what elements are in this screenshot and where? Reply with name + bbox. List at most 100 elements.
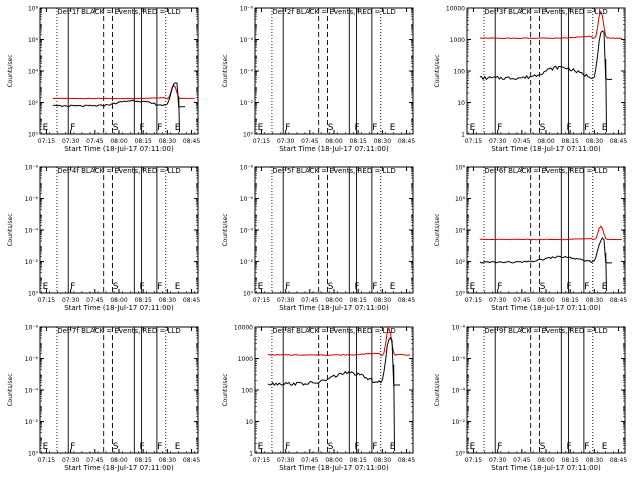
plot-frame [39, 7, 199, 135]
events-dropoff-line [605, 58, 607, 133]
x-tick-label: 07:30 [277, 457, 294, 464]
flag-letter: S [328, 282, 334, 292]
y-tick-label: 1 [249, 451, 253, 458]
y-tick-label: 10⁻² [25, 419, 39, 426]
y-tick-label: 10 [245, 419, 253, 426]
events-series-line [479, 30, 613, 81]
y-tick-label: 10⁸ [455, 165, 466, 172]
flag-letter: E [470, 442, 476, 452]
y-axis-label: Counts/sec [434, 213, 441, 246]
events-series-line [267, 336, 401, 387]
y-tick-label: 10⁶ [455, 196, 466, 203]
x-tick-label: 08:15 [562, 138, 579, 145]
x-tick-label: 07:30 [62, 138, 79, 145]
plot-frame [466, 326, 626, 454]
flag-letter: F [497, 442, 502, 452]
x-tick-label: 07:45 [513, 297, 530, 304]
x-tick-label: 08:00 [537, 138, 554, 145]
x-tick-label: 07:15 [465, 297, 482, 304]
x-tick-label: 07:45 [301, 457, 318, 464]
y-tick-label: 10⁻⁸ [240, 165, 254, 172]
x-tick-label: 07:15 [465, 457, 482, 464]
x-axis-label: Start Time (18-Jul-17 07:11:00) [491, 304, 601, 312]
y-axis-label: Counts/sec [7, 373, 14, 406]
y-tick-label: 10 [457, 100, 465, 107]
y-tick-label: 10⁻⁸ [240, 6, 254, 13]
x-tick-label: 08:30 [159, 457, 176, 464]
y-tick-label: 1 [461, 132, 465, 139]
flag-letter: F [355, 282, 360, 292]
flag-letter: E [390, 282, 396, 292]
flag-letter: E [258, 442, 264, 452]
flag-letter: F [567, 442, 572, 452]
x-tick-label: 07:45 [513, 457, 530, 464]
y-tick-label: 10⁰ [455, 451, 466, 458]
x-axis-label: Start Time (18-Jul-17 07:11:00) [279, 304, 389, 312]
y-tick-label: 10⁰ [243, 291, 254, 298]
y-tick-label: 10⁸ [28, 6, 39, 13]
flag-letter: F [285, 123, 290, 133]
x-axis-label: Start Time (18-Jul-17 07:11:00) [279, 464, 389, 472]
y-tick-label: 10⁴ [28, 69, 39, 76]
events-dropoff-line [393, 364, 395, 452]
flag-letter: E [602, 123, 608, 133]
x-tick-label: 08:30 [159, 138, 176, 145]
plot-frame [254, 7, 414, 135]
x-tick-label: 08:45 [183, 138, 200, 145]
x-tick-label: 08:00 [110, 138, 127, 145]
x-tick-label: 08:00 [537, 457, 554, 464]
x-axis-label: Start Time (18-Jul-17 07:11:00) [279, 145, 389, 153]
panel-title: Det 4f BLACK = Events, RED = LLD [57, 167, 180, 175]
panel-title: Det 3f BLACK = Events, RED = LLD [484, 8, 607, 16]
x-tick-label: 07:15 [38, 138, 55, 145]
y-tick-label: 10² [455, 259, 466, 266]
flag-letter: F [355, 442, 360, 452]
y-tick-label: 10⁻⁴ [25, 228, 39, 235]
panel-title: Det 2f BLACK = Events, RED = LLD [272, 8, 395, 16]
x-tick-label: 07:30 [62, 457, 79, 464]
flag-letter: F [157, 282, 162, 292]
flag-letter: S [113, 442, 119, 452]
x-tick-label: 08:00 [537, 297, 554, 304]
y-tick-label: 10⁻² [240, 259, 254, 266]
y-tick-label: 10⁻⁶ [240, 37, 254, 44]
flag-letter: F [497, 282, 502, 292]
x-tick-label: 08:30 [586, 138, 603, 145]
x-tick-label: 08:15 [350, 297, 367, 304]
x-tick-label: 08:00 [110, 457, 127, 464]
y-tick-label: 100 [454, 69, 466, 76]
flag-letter: E [258, 123, 264, 133]
x-tick-label: 08:45 [183, 297, 200, 304]
x-tick-label: 08:30 [374, 297, 391, 304]
x-tick-label: 08:45 [183, 457, 200, 464]
flag-letter: F [372, 442, 377, 452]
y-tick-label: 10000 [446, 6, 465, 13]
x-tick-label: 08:15 [135, 138, 152, 145]
y-tick-label: 10000 [234, 325, 253, 332]
x-tick-label: 07:30 [489, 138, 506, 145]
x-tick-label: 07:45 [86, 297, 103, 304]
flag-letter: S [328, 442, 334, 452]
events-series-line [479, 237, 613, 264]
y-tick-label: 10⁻⁴ [240, 69, 254, 76]
flag-letter: E [602, 442, 608, 452]
panel-title: Det 7f BLACK = Events, RED = LLD [57, 327, 180, 335]
y-tick-label: 10⁻⁴ [452, 388, 466, 395]
flag-letter: E [43, 123, 49, 133]
flag-letter: E [470, 282, 476, 292]
x-tick-label: 07:15 [38, 457, 55, 464]
x-tick-label: 07:45 [86, 138, 103, 145]
flag-letter: F [372, 282, 377, 292]
x-axis-label: Start Time (18-Jul-17 07:11:00) [491, 145, 601, 153]
y-axis-label: Counts/sec [434, 373, 441, 406]
x-tick-label: 08:00 [325, 457, 342, 464]
flag-letter: S [540, 123, 546, 133]
flag-letter: E [602, 282, 608, 292]
y-tick-label: 10⁻⁸ [25, 165, 39, 172]
plot-frame [254, 166, 414, 294]
flag-letter: E [390, 123, 396, 133]
